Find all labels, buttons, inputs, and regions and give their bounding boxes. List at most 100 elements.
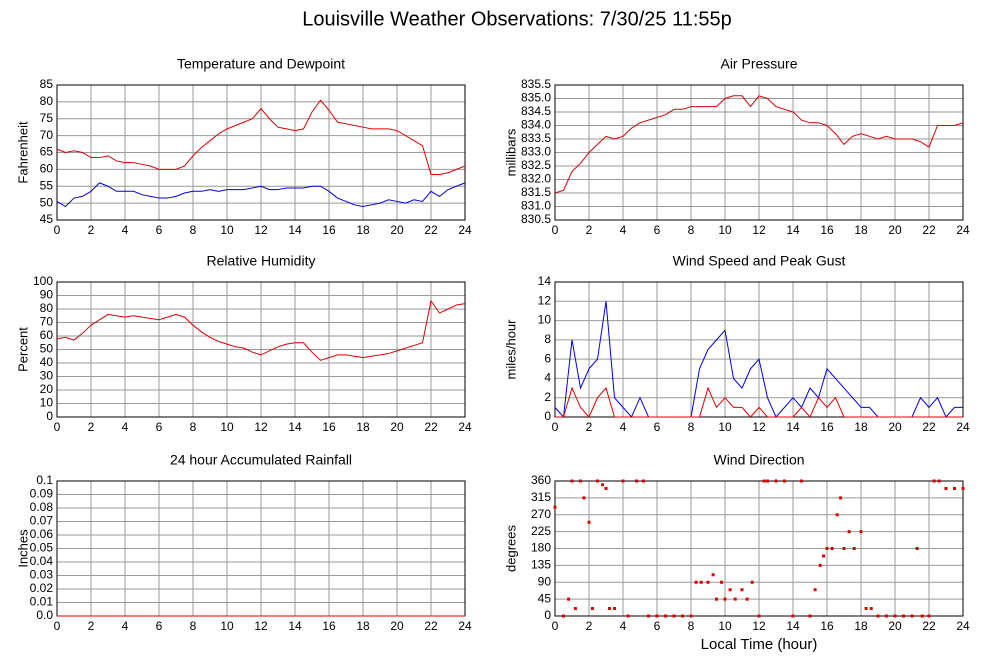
data-point	[842, 547, 846, 550]
x-axis-label: Local Time (hour)	[701, 636, 818, 653]
data-point	[604, 487, 608, 490]
x-tick-label: 4	[122, 619, 129, 633]
data-point	[601, 483, 605, 487]
x-tick-label: 2	[88, 420, 95, 434]
x-tick-label: 0	[54, 619, 61, 633]
x-tick-label: 6	[654, 619, 661, 633]
plot-frame	[554, 84, 964, 221]
y-tick-label: 70	[40, 315, 54, 329]
y-tick-label: 0	[544, 409, 551, 423]
data-point	[757, 614, 761, 618]
y-tick-label: 835.0	[521, 91, 551, 105]
y-tick-label: 70	[40, 128, 54, 142]
x-tick-label: 16	[322, 420, 336, 434]
x-tick-label: 16	[322, 223, 336, 237]
y-tick-label: 10	[40, 396, 54, 410]
data-point	[570, 479, 574, 483]
x-tick-label: 22	[922, 619, 936, 633]
x-tick-label: 4	[122, 420, 129, 434]
x-tick-label: 0	[552, 619, 559, 633]
data-line	[56, 182, 466, 208]
x-tick-label: 18	[356, 420, 370, 434]
x-tick-label: 20	[888, 619, 902, 633]
y-tick-label: 834.0	[521, 118, 551, 132]
y-tick-label: 0.1	[36, 473, 53, 487]
data-point	[818, 563, 822, 567]
y-tick-label: 30	[40, 369, 54, 383]
data-point	[681, 614, 684, 618]
data-line	[56, 99, 466, 175]
x-tick-label: 8	[688, 619, 695, 633]
data-point	[932, 479, 936, 483]
y-tick-label: 0	[544, 608, 551, 622]
data-point	[937, 479, 941, 483]
x-tick-label: 8	[190, 420, 197, 434]
data-point	[847, 530, 851, 534]
data-point	[783, 479, 786, 483]
data-point	[953, 487, 956, 490]
data-point	[587, 520, 591, 524]
data-point	[664, 614, 667, 618]
data-point	[582, 496, 586, 500]
y-tick-label: 315	[531, 490, 551, 504]
y-tick-label: 90	[538, 574, 552, 588]
y-tick-label: 832.0	[521, 172, 551, 186]
x-tick-label: 8	[190, 223, 197, 237]
data-point	[830, 547, 834, 550]
x-tick-label: 12	[254, 619, 268, 633]
data-point	[723, 597, 727, 601]
x-tick-label: 14	[288, 223, 302, 237]
x-tick-label: 12	[752, 223, 766, 237]
x-tick-label: 16	[820, 619, 834, 633]
x-tick-label: 16	[322, 619, 336, 633]
x-tick-label: 22	[922, 223, 936, 237]
page-title: Louisville Weather Observations: 7/30/25…	[302, 8, 732, 30]
x-tick-label: 24	[458, 420, 472, 434]
y-tick-label: 0.03	[30, 568, 54, 582]
y-tick-label: 100	[33, 274, 53, 288]
x-tick-label: 18	[356, 619, 370, 633]
x-tick-label: 4	[620, 619, 627, 633]
y-tick-label: 135	[531, 558, 551, 572]
y-tick-label: 834.5	[521, 104, 551, 118]
x-tick-label: 6	[156, 420, 163, 434]
data-point	[927, 614, 931, 618]
panel-title: Relative Humidity	[207, 253, 316, 269]
data-point	[813, 588, 817, 592]
data-point	[885, 614, 888, 618]
y-tick-label: 831.5	[521, 185, 551, 199]
x-tick-label: 0	[552, 420, 559, 434]
y-axis-label: Fahrenheit	[15, 121, 30, 184]
y-tick-label: 0.07	[30, 514, 54, 528]
x-tick-label: 18	[854, 223, 868, 237]
y-tick-label: 0.08	[30, 500, 54, 514]
data-point	[590, 607, 594, 610]
x-tick-label: 10	[718, 223, 732, 237]
data-point	[800, 479, 803, 483]
data-point	[607, 607, 611, 610]
x-tick-label: 6	[654, 223, 661, 237]
x-tick-label: 24	[458, 223, 472, 237]
plot-frame	[56, 84, 466, 221]
x-tick-label: 14	[786, 420, 800, 434]
data-point	[822, 554, 826, 558]
x-tick-label: 2	[88, 619, 95, 633]
x-tick-label: 18	[854, 619, 868, 633]
y-tick-label: 0.02	[30, 581, 54, 595]
y-tick-label: 12	[538, 293, 552, 307]
x-tick-label: 12	[752, 420, 766, 434]
y-tick-label: 831.0	[521, 199, 551, 213]
y-tick-label: 75	[40, 111, 54, 125]
y-tick-label: 830.5	[521, 212, 551, 226]
data-point	[567, 597, 571, 601]
data-point	[694, 580, 698, 584]
y-tick-label: 0.0	[36, 608, 53, 622]
x-tick-label: 12	[752, 619, 766, 633]
x-tick-label: 2	[586, 619, 593, 633]
x-tick-label: 22	[424, 223, 438, 237]
y-axis-label: Percent	[15, 327, 30, 372]
data-line	[554, 95, 964, 194]
y-tick-label: 8	[544, 332, 551, 346]
data-point	[774, 479, 778, 483]
y-tick-label: 80	[40, 94, 54, 108]
